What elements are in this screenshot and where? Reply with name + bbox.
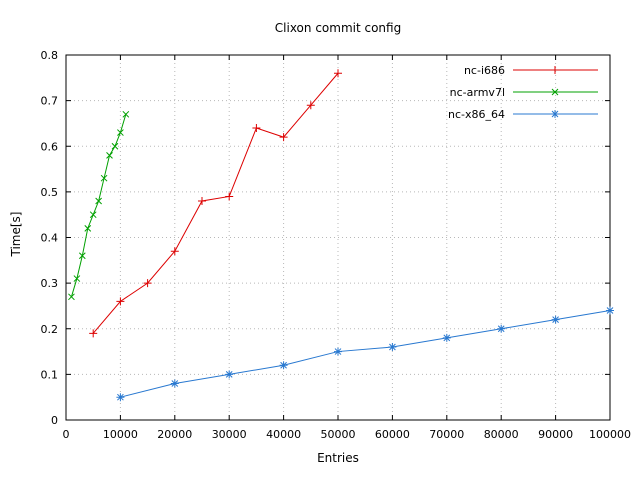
x-tick-label: 60000 xyxy=(375,428,410,441)
x-tick-label: 30000 xyxy=(212,428,247,441)
marker-nc-armv7l xyxy=(117,129,124,136)
marker-nc-armv7l xyxy=(89,211,97,219)
series-line-nc-armv7l xyxy=(70,114,127,297)
marker-nc-i686 xyxy=(116,297,125,306)
legend-label-nc-x86_64: nc-x86_64 xyxy=(448,108,505,121)
y-tick-label: 0.1 xyxy=(41,368,59,381)
marker-nc-armv7l xyxy=(106,152,113,159)
marker-nc-i686 xyxy=(306,101,315,110)
y-tick-label: 0 xyxy=(51,414,58,427)
legend-label-nc-armv7l: nc-armv7l xyxy=(450,86,505,99)
x-tick-label: 0 xyxy=(63,428,70,441)
marker-nc-armv7l xyxy=(78,252,86,260)
marker-nc-i686 xyxy=(143,279,152,288)
y-tick-label: 0.2 xyxy=(41,323,59,336)
x-tick-label: 70000 xyxy=(429,428,464,441)
x-tick-label: 80000 xyxy=(484,428,519,441)
marker-nc-armv7l xyxy=(100,174,108,182)
x-tick-label: 40000 xyxy=(266,428,301,441)
marker-nc-armv7l xyxy=(73,275,81,282)
y-tick-label: 0.8 xyxy=(41,49,59,62)
marker-nc-x86_64 xyxy=(225,370,234,379)
marker-nc-i686 xyxy=(334,69,342,78)
y-tick-label: 0.6 xyxy=(41,140,59,153)
marker-nc-armv7l xyxy=(84,225,92,232)
marker-nc-x86_64 xyxy=(497,324,506,333)
y-tick-label: 0.3 xyxy=(41,277,59,290)
marker-nc-x86_64 xyxy=(116,393,125,402)
series-line-nc-i686 xyxy=(92,72,339,334)
legend-sample-marker-nc-i686 xyxy=(551,66,559,74)
marker-nc-armv7l xyxy=(68,293,75,301)
legend-label-nc-i686: nc-i686 xyxy=(464,64,505,77)
marker-nc-x86_64 xyxy=(551,315,560,324)
marker-nc-i686 xyxy=(252,124,261,132)
marker-nc-armv7l xyxy=(111,142,119,150)
chart-title: Clixon commit config xyxy=(274,21,402,35)
y-tick-label: 0.5 xyxy=(41,186,59,199)
x-axis-label: Entries xyxy=(317,451,359,465)
x-tick-label: 20000 xyxy=(157,428,192,441)
marker-nc-i686 xyxy=(198,197,206,205)
marker-nc-armv7l xyxy=(95,197,102,205)
x-tick-label: 90000 xyxy=(538,428,573,441)
y-tick-label: 0.4 xyxy=(41,232,59,245)
marker-nc-i686 xyxy=(170,247,179,256)
x-tick-label: 100000 xyxy=(589,428,631,441)
marker-nc-x86_64 xyxy=(442,333,451,342)
marker-nc-i686 xyxy=(89,329,98,338)
marker-nc-x86_64 xyxy=(388,343,397,351)
legend-sample-marker-nc-x86_64 xyxy=(551,110,559,118)
marker-nc-x86_64 xyxy=(606,306,614,315)
marker-nc-x86_64 xyxy=(334,347,342,356)
marker-nc-x86_64 xyxy=(170,379,179,388)
marker-nc-i686 xyxy=(279,133,288,142)
y-tick-label: 0.7 xyxy=(41,95,59,108)
legend-sample-marker-nc-armv7l xyxy=(551,88,559,96)
marker-nc-armv7l xyxy=(122,110,130,118)
x-tick-label: 50000 xyxy=(321,428,356,441)
marker-nc-x86_64 xyxy=(279,361,288,370)
series-line-nc-x86_64 xyxy=(120,310,611,398)
x-tick-label: 10000 xyxy=(103,428,138,441)
marker-nc-i686 xyxy=(225,192,234,201)
